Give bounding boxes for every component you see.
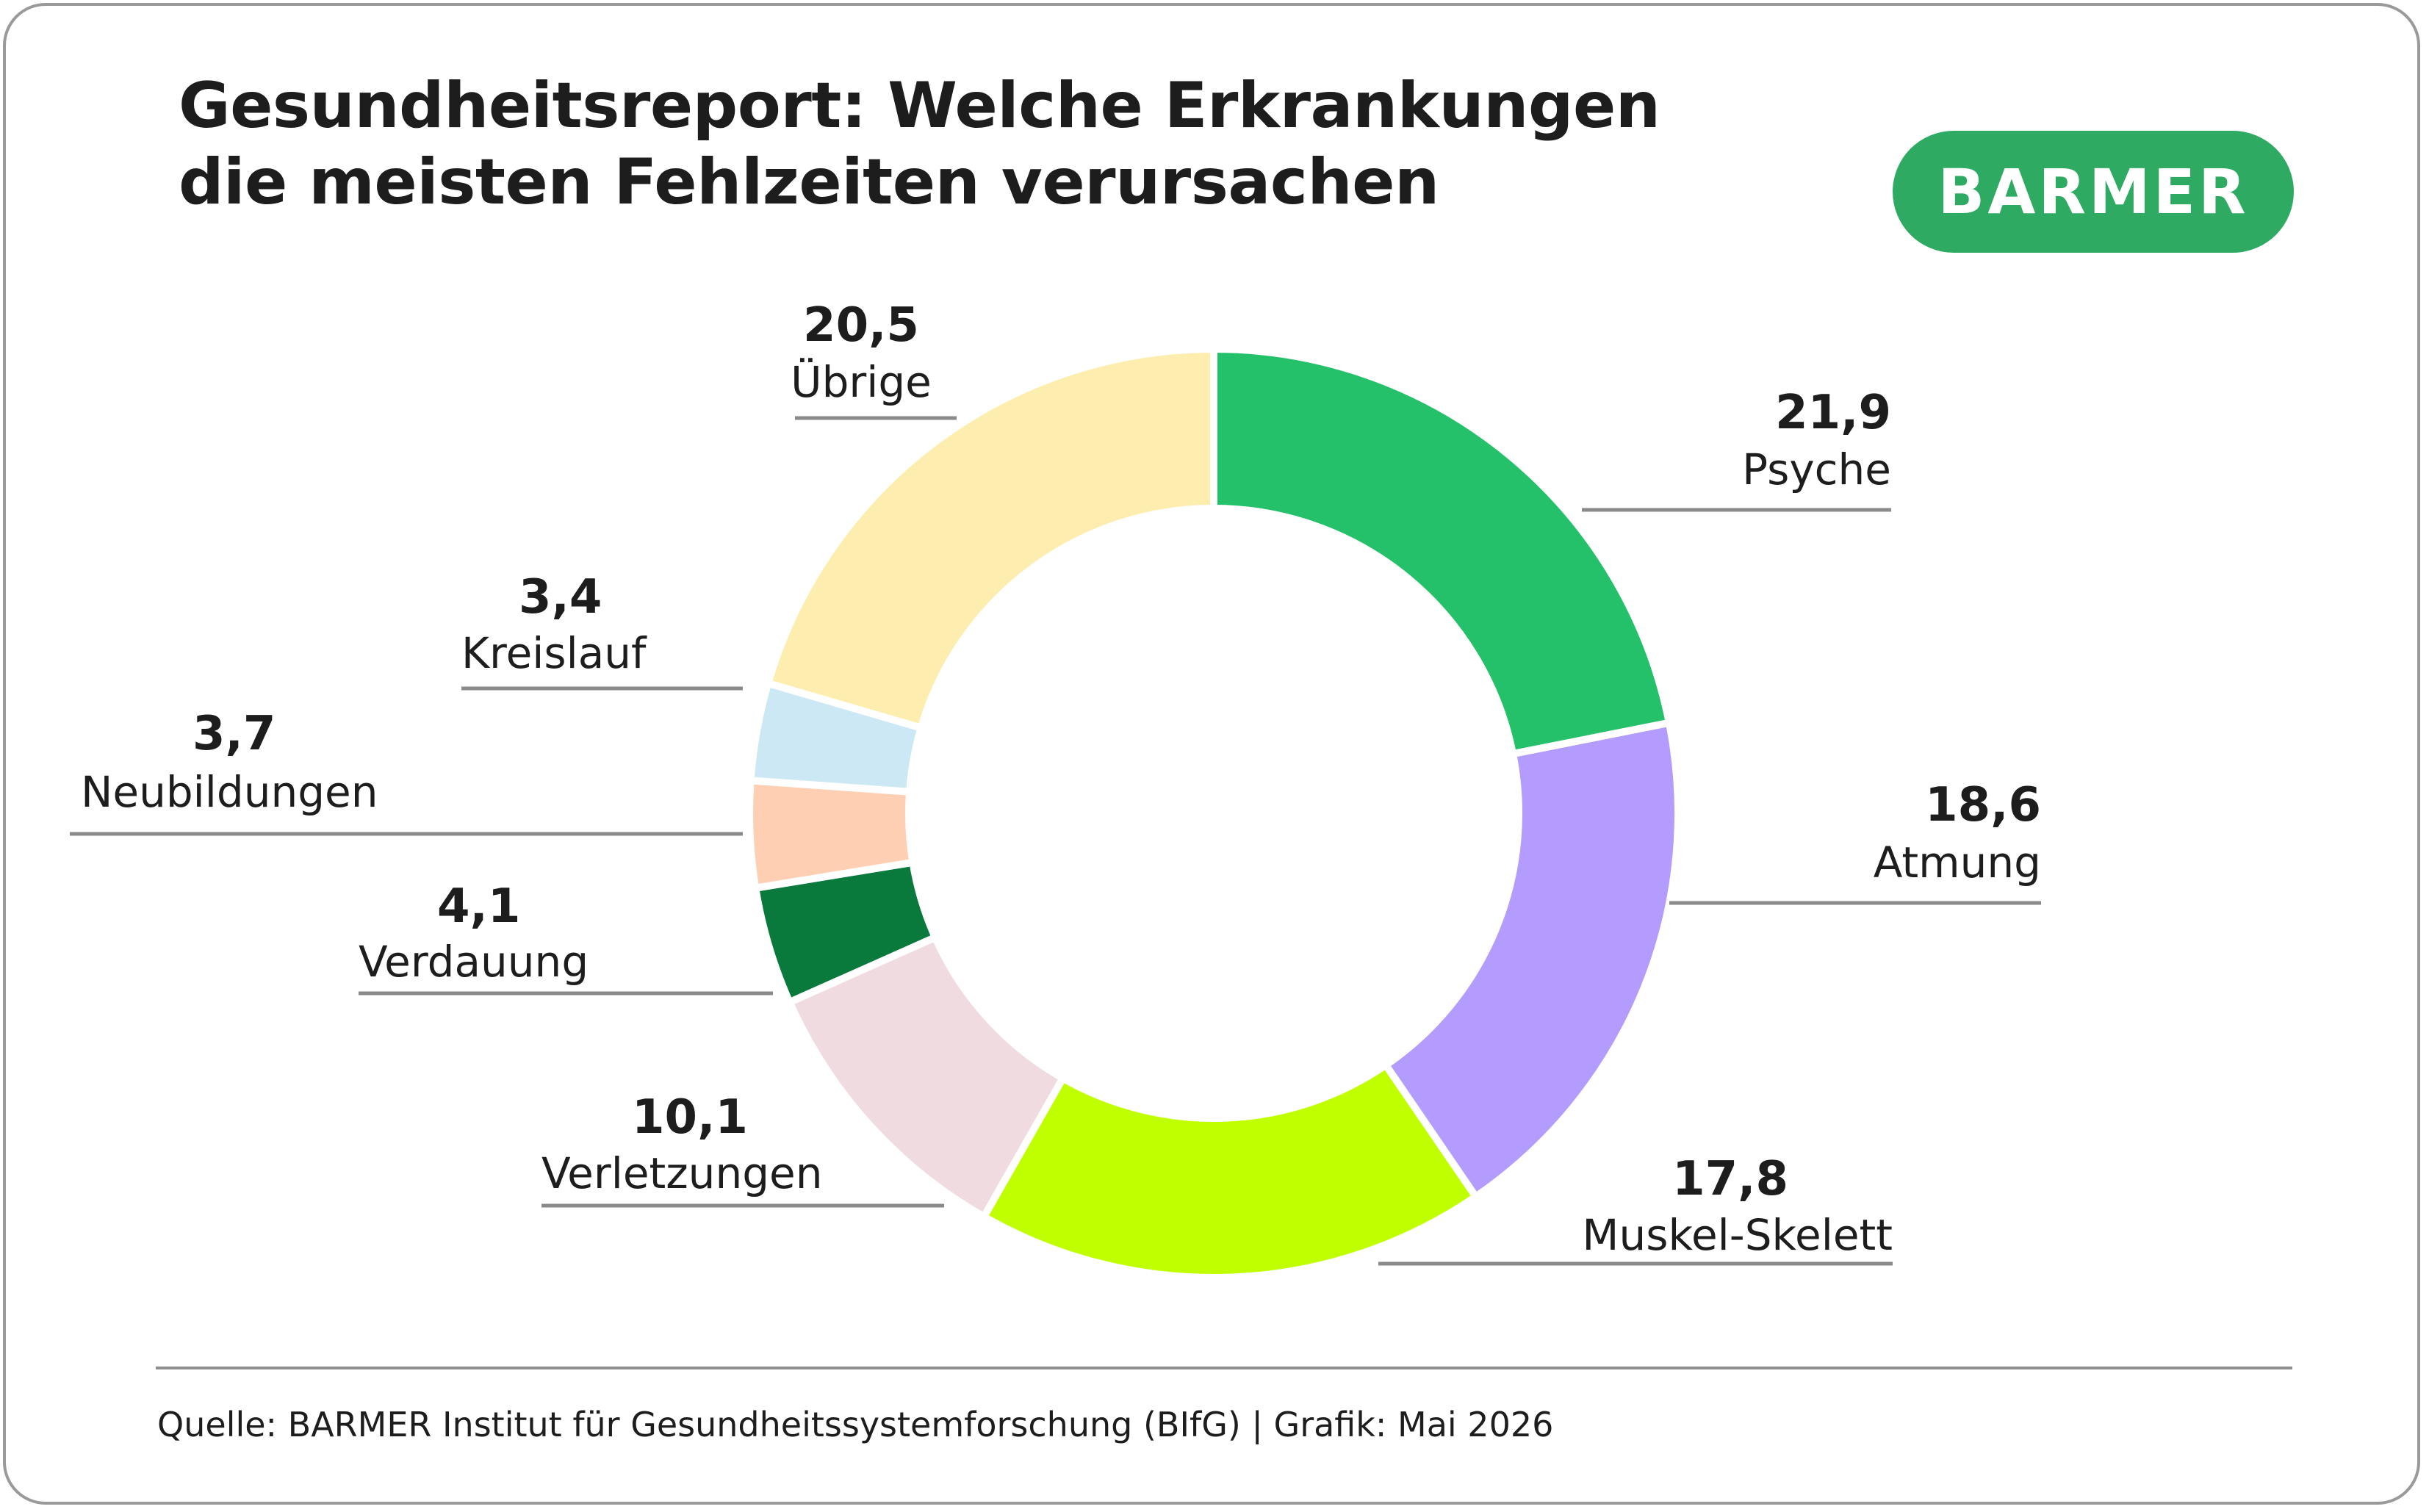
footer-divider [156,1367,2292,1369]
value-label-uebrige: 20,5 [803,298,919,353]
slice-psyche [1210,345,1674,758]
chart-title: Gesundheitsreport: Welche Erkrankungen d… [179,68,1660,220]
value-label-kreislauf: 3,4 [519,570,602,624]
value-label-verdauung: 4,1 [437,879,520,934]
title-line-2: die meisten Fehlzeiten verursachen [179,145,1439,219]
value-label-verletzungen: 10,1 [632,1090,748,1145]
category-label-neubildungen: Neubildungen [81,767,378,817]
value-label-psyche: 21,9 [1775,386,1891,440]
category-label-psyche: Psyche [1742,444,1891,494]
barmer-logo: BARMER [1893,131,2294,253]
category-label-muskel-skelett: Muskel-Skelett [1582,1210,1893,1260]
category-label-verletzungen: Verletzungen [541,1148,822,1198]
category-label-kreislauf: Kreislauf [461,628,647,678]
source-note: Quelle: BARMER Institut für Gesundheitss… [157,1405,1554,1444]
category-label-uebrige: Übrige [791,357,932,407]
value-label-atmung: 18,6 [1925,778,2041,832]
logo-text: BARMER [1937,156,2249,228]
slice-muskel-skelett [979,1059,1481,1281]
title-line-1: Gesundheitsreport: Welche Erkrankungen [179,69,1660,143]
slice-uebrige [763,345,1217,732]
value-label-muskel-skelett: 17,8 [1672,1152,1788,1206]
category-label-atmung: Atmung [1874,838,2041,888]
category-label-verdauung: Verdauung [359,937,589,987]
value-label-neubildungen: 3,7 [192,707,276,761]
slice-atmung [1381,718,1682,1202]
